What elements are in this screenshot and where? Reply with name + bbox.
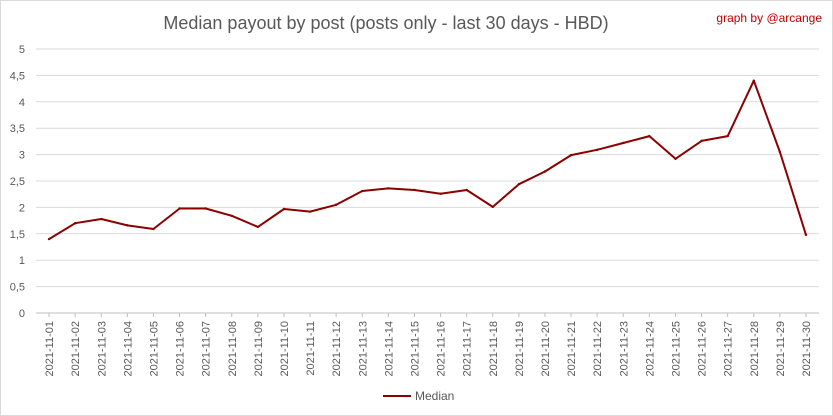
x-tick-label: 2021-11-21	[566, 321, 578, 376]
chart-credit: graph by @arcange	[716, 11, 822, 25]
data-point	[517, 182, 521, 186]
x-tick-label: 2021-11-22	[592, 321, 604, 376]
y-tick-label: 4	[19, 97, 25, 109]
data-point	[413, 188, 416, 192]
x-tick-label: 2021-11-27	[723, 321, 735, 376]
data-point	[778, 150, 782, 154]
chart-title: Median payout by post (posts only - last…	[163, 13, 608, 33]
x-tick-label: 2021-11-20	[540, 321, 552, 376]
data-point	[387, 187, 390, 190]
series-line-median	[48, 79, 807, 240]
x-tick-label: 2021-11-14	[383, 321, 395, 376]
data-point	[491, 205, 494, 209]
x-tick-label: 2021-11-07	[201, 321, 213, 376]
data-point	[465, 188, 468, 192]
x-tick-label: 2021-11-19	[514, 321, 526, 376]
x-tick-label: 2021-11-03	[96, 321, 108, 376]
x-tick-label: 2021-11-01	[44, 321, 56, 376]
y-tick-label: 4,5	[10, 70, 25, 82]
data-point	[204, 207, 207, 210]
x-tick-label: 2021-11-13	[357, 321, 369, 376]
data-point	[73, 222, 77, 225]
y-tick-label: 0,5	[10, 282, 25, 294]
data-point	[752, 79, 755, 82]
legend-label-median: Median	[415, 389, 454, 403]
gridlines	[36, 48, 819, 314]
data-point	[308, 210, 312, 213]
data-point	[334, 203, 338, 206]
y-tick-label: 1	[19, 255, 25, 267]
data-point	[439, 192, 442, 195]
data-point	[178, 207, 181, 210]
y-tick-label: 3	[19, 150, 25, 162]
x-axis-tick-labels: 2021-11-01 2021-11-02 2021-11-03 2021-11-04…	[44, 313, 813, 376]
series-layer	[47, 79, 808, 241]
data-point	[804, 233, 808, 237]
x-tick-label: 2021-11-02	[70, 321, 82, 376]
y-tick-label: 1,5	[10, 229, 25, 241]
y-tick-label: 2,5	[10, 176, 25, 188]
data-point	[152, 227, 155, 231]
data-point	[700, 139, 703, 143]
data-point	[595, 148, 599, 152]
data-point	[361, 189, 364, 193]
data-point	[100, 217, 103, 221]
x-tick-label: 2021-11-17	[462, 321, 474, 376]
y-tick-label: 5	[19, 44, 25, 56]
data-point	[726, 134, 729, 138]
x-tick-label: 2021-11-18	[488, 321, 500, 376]
x-tick-label: 2021-11-28	[749, 321, 761, 376]
x-tick-label: 2021-11-10	[279, 321, 291, 376]
y-axis-tick-labels: 0 0,5 1 1,5 2 2,5 3 3,5 4 4,5 5	[10, 44, 25, 320]
data-point	[543, 170, 547, 173]
x-tick-label: 2021-11-05	[148, 321, 160, 376]
x-tick-label: 2021-11-08	[227, 321, 239, 376]
x-tick-label: 2021-11-26	[697, 321, 709, 376]
data-point	[282, 207, 286, 211]
x-tick-label: 2021-11-15	[409, 321, 421, 376]
x-tick-label: 2021-11-11	[305, 321, 317, 376]
data-point	[256, 225, 260, 229]
x-tick-label: 2021-11-23	[618, 321, 630, 376]
x-tick-label: 2021-11-06	[175, 321, 187, 376]
data-point	[569, 153, 573, 157]
y-tick-label: 2	[19, 202, 25, 214]
data-point	[126, 224, 129, 227]
data-point	[47, 237, 51, 241]
x-tick-label: 2021-11-24	[644, 321, 656, 376]
x-tick-label: 2021-11-25	[670, 321, 682, 376]
data-point	[622, 141, 625, 145]
x-tick-label: 2021-11-16	[436, 321, 448, 376]
x-tick-label: 2021-11-09	[253, 321, 265, 376]
data-point	[648, 134, 651, 138]
x-tick-label: 2021-11-12	[331, 321, 343, 376]
x-tick-label: 2021-11-30	[801, 321, 813, 376]
legend: Median	[383, 389, 454, 403]
x-tick-label: 2021-11-04	[122, 321, 134, 376]
data-point	[674, 157, 677, 161]
data-point	[230, 214, 233, 218]
x-tick-label: 2021-11-29	[775, 321, 787, 376]
y-tick-label: 3,5	[10, 123, 25, 135]
y-tick-label: 0	[19, 308, 25, 320]
